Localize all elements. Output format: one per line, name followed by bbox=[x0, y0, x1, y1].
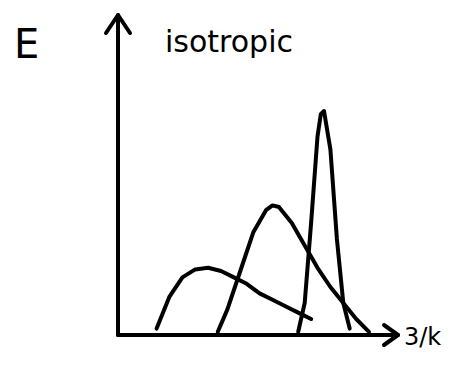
chart: isotropic E 3/k bbox=[0, 0, 468, 369]
x-axis-arrow bbox=[384, 325, 398, 345]
curve bbox=[157, 268, 312, 329]
y-axis-title: E bbox=[14, 21, 39, 67]
curve bbox=[298, 111, 350, 332]
y-axis-arrow bbox=[106, 15, 130, 33]
y-axis bbox=[116, 15, 120, 335]
x-axis bbox=[118, 333, 398, 337]
curves bbox=[157, 111, 369, 332]
title: isotropic bbox=[165, 24, 293, 59]
x-axis-title: 3/k bbox=[404, 323, 441, 351]
